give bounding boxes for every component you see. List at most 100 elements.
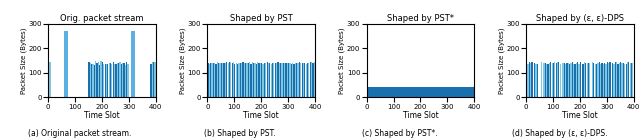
Bar [298,63,299,97]
Bar [301,63,303,97]
Bar [289,63,291,97]
Bar [577,62,579,97]
Bar [260,63,261,97]
Bar [134,31,135,97]
Bar [613,64,614,97]
Bar [545,63,546,97]
Bar [576,63,577,97]
Bar [225,63,226,97]
Bar [106,64,107,97]
Bar [207,63,209,97]
Bar [223,63,225,97]
Bar [245,63,246,97]
Bar [126,63,127,97]
Bar [543,63,545,97]
Bar [264,63,265,97]
X-axis label: Time Slot: Time Slot [84,111,120,120]
Bar [550,62,552,97]
Bar [282,63,283,97]
Bar [234,64,236,97]
Bar [241,63,242,97]
Bar [232,63,233,97]
Bar [103,64,104,97]
Bar [604,63,605,97]
Bar [531,62,532,97]
Bar [121,64,122,97]
Bar [586,63,588,97]
Bar [572,62,573,97]
Bar [579,64,580,97]
Bar [541,62,542,97]
Title: Shaped by PST: Shaped by PST [230,14,292,23]
X-axis label: Time Slot: Time Slot [243,111,279,120]
Bar [589,63,591,97]
Bar [246,63,248,97]
Bar [552,63,553,97]
Bar [549,63,550,97]
Bar [116,63,118,97]
Bar [221,63,222,97]
Bar [300,63,301,97]
Bar [100,61,102,97]
Bar [210,63,211,97]
Bar [229,62,230,97]
Bar [574,64,575,97]
Bar [570,64,572,97]
Bar [553,63,554,97]
Bar [238,63,239,97]
Bar [227,63,228,97]
Bar [608,63,609,97]
Bar [250,64,252,97]
Y-axis label: Packet Size (Bytes): Packet Size (Bytes) [20,27,27,94]
Bar [222,63,223,97]
Bar [230,62,232,97]
Bar [217,62,218,97]
Bar [588,63,589,97]
Bar [283,63,284,97]
Bar [563,63,564,97]
Bar [557,62,558,97]
Bar [152,62,153,97]
Bar [65,31,67,97]
Bar [621,63,623,97]
Title: Orig. packet stream: Orig. packet stream [60,14,143,23]
Bar [616,62,618,97]
Bar [243,62,244,97]
Y-axis label: Packet Size (Bytes): Packet Size (Bytes) [180,27,186,94]
Bar [547,64,548,97]
Bar [64,31,65,97]
Bar [534,63,535,97]
Bar [239,63,241,97]
Bar [99,65,100,97]
Text: (c) Shaped by PST*.: (c) Shaped by PST*. [362,129,438,138]
Title: Shaped by PST*: Shaped by PST* [387,14,454,23]
Bar [97,63,98,97]
Bar [307,63,308,97]
Bar [556,63,557,97]
Bar [259,63,260,97]
Bar [299,62,300,97]
Bar [118,63,119,97]
Bar [612,63,613,97]
Bar [623,63,624,97]
Bar [624,64,625,97]
Bar [615,62,616,97]
Bar [269,63,271,97]
Bar [104,64,106,97]
Bar [596,64,597,97]
Bar [312,63,314,97]
Bar [248,63,249,97]
Bar [620,62,621,97]
Bar [277,62,278,97]
Bar [554,62,556,97]
Bar [546,64,547,97]
Bar [110,63,111,97]
Bar [233,62,234,97]
Bar [597,63,598,97]
Text: (b) Shaped by PST.: (b) Shaped by PST. [204,129,276,138]
Bar [93,65,95,97]
Bar [268,63,269,97]
Y-axis label: Packet Size (Bytes): Packet Size (Bytes) [499,27,505,94]
Bar [537,64,538,97]
Bar [565,64,566,97]
